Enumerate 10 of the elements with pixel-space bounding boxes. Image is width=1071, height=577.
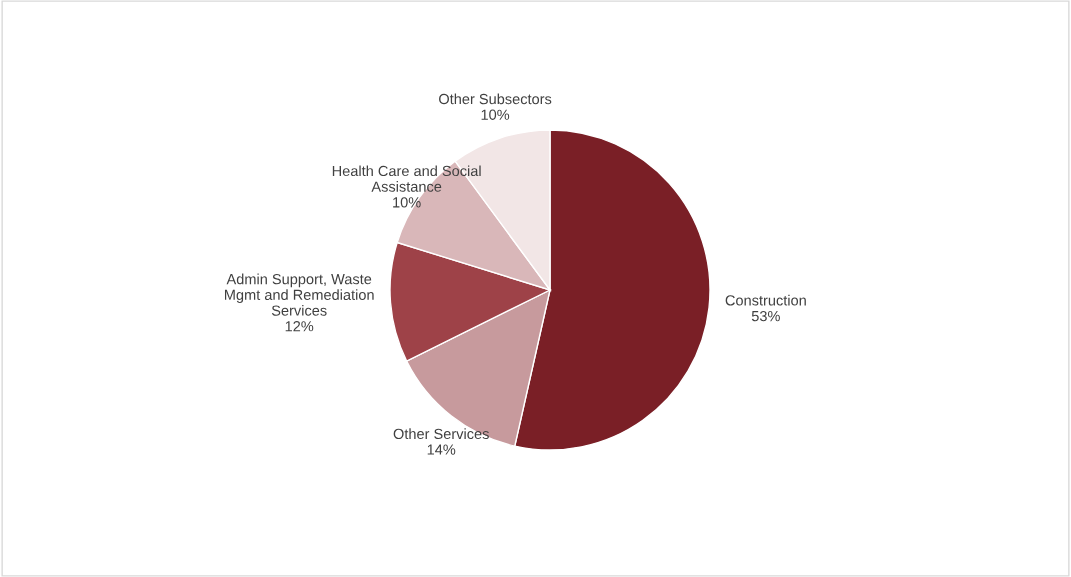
slice-label: Health Care and Social Assistance <box>332 165 481 192</box>
data-label: 14% <box>427 444 456 455</box>
data-label: 10% <box>393 197 421 208</box>
slice-label: Construction <box>725 294 806 306</box>
data-label: 12% <box>285 321 314 332</box>
slice-label: Admin Support, Waste Mgmt and Remediation Services <box>224 273 374 316</box>
data-label: 10% <box>481 109 510 120</box>
slice-label: Other Subsectors <box>439 93 552 105</box>
slice-label: Other Services <box>393 428 489 440</box>
data-label: 53% <box>751 310 780 322</box>
